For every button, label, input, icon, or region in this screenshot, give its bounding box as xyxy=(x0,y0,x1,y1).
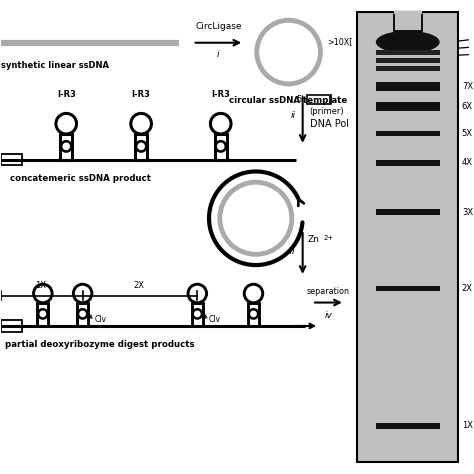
Text: 1X: 1X xyxy=(35,281,46,290)
Bar xyxy=(0,154,22,165)
Text: I-R3: I-R3 xyxy=(132,90,151,99)
Bar xyxy=(376,286,440,292)
Bar xyxy=(307,95,331,104)
Text: i: i xyxy=(217,50,219,59)
Text: concatemeric ssDNA product: concatemeric ssDNA product xyxy=(10,174,151,183)
Text: CircLigase: CircLigase xyxy=(195,22,242,31)
Text: 5': 5' xyxy=(296,95,303,104)
Bar xyxy=(376,131,440,137)
Bar xyxy=(376,58,440,63)
Text: Zn: Zn xyxy=(307,235,319,244)
Bar xyxy=(376,66,440,71)
Text: Clv: Clv xyxy=(209,315,221,324)
Text: partial deoxyribozyme digest products: partial deoxyribozyme digest products xyxy=(5,340,195,349)
Text: iv: iv xyxy=(325,311,332,320)
Text: 5X: 5X xyxy=(462,129,473,138)
Text: DNA Pol: DNA Pol xyxy=(310,118,349,128)
Text: 6X: 6X xyxy=(462,102,473,111)
Text: separation: separation xyxy=(307,286,350,295)
Text: iii: iii xyxy=(288,246,296,255)
Text: I-R3: I-R3 xyxy=(211,90,230,99)
Bar xyxy=(376,160,440,165)
Text: 3X: 3X xyxy=(462,208,473,217)
Bar xyxy=(0,320,22,332)
Text: >10X[: >10X[ xyxy=(328,37,353,46)
Bar xyxy=(376,50,440,55)
Ellipse shape xyxy=(376,31,440,53)
Text: ii: ii xyxy=(291,111,296,120)
Bar xyxy=(376,82,440,91)
Text: 2X: 2X xyxy=(133,281,144,290)
Bar xyxy=(357,12,458,462)
Text: Clv: Clv xyxy=(94,315,106,324)
Text: I-R3: I-R3 xyxy=(57,90,76,99)
Text: 7X: 7X xyxy=(462,82,473,91)
Bar xyxy=(394,12,422,31)
Text: 2X: 2X xyxy=(462,284,473,293)
Text: 1X: 1X xyxy=(462,421,473,430)
Text: synthetic linear ssDNA: synthetic linear ssDNA xyxy=(0,62,109,71)
Bar xyxy=(376,423,440,428)
Text: circular ssDNA template: circular ssDNA template xyxy=(229,96,348,105)
Text: (primer): (primer) xyxy=(310,107,344,116)
Text: 2+: 2+ xyxy=(324,235,334,241)
Bar xyxy=(376,102,440,111)
Bar xyxy=(376,210,440,215)
Text: 4X: 4X xyxy=(462,158,473,167)
